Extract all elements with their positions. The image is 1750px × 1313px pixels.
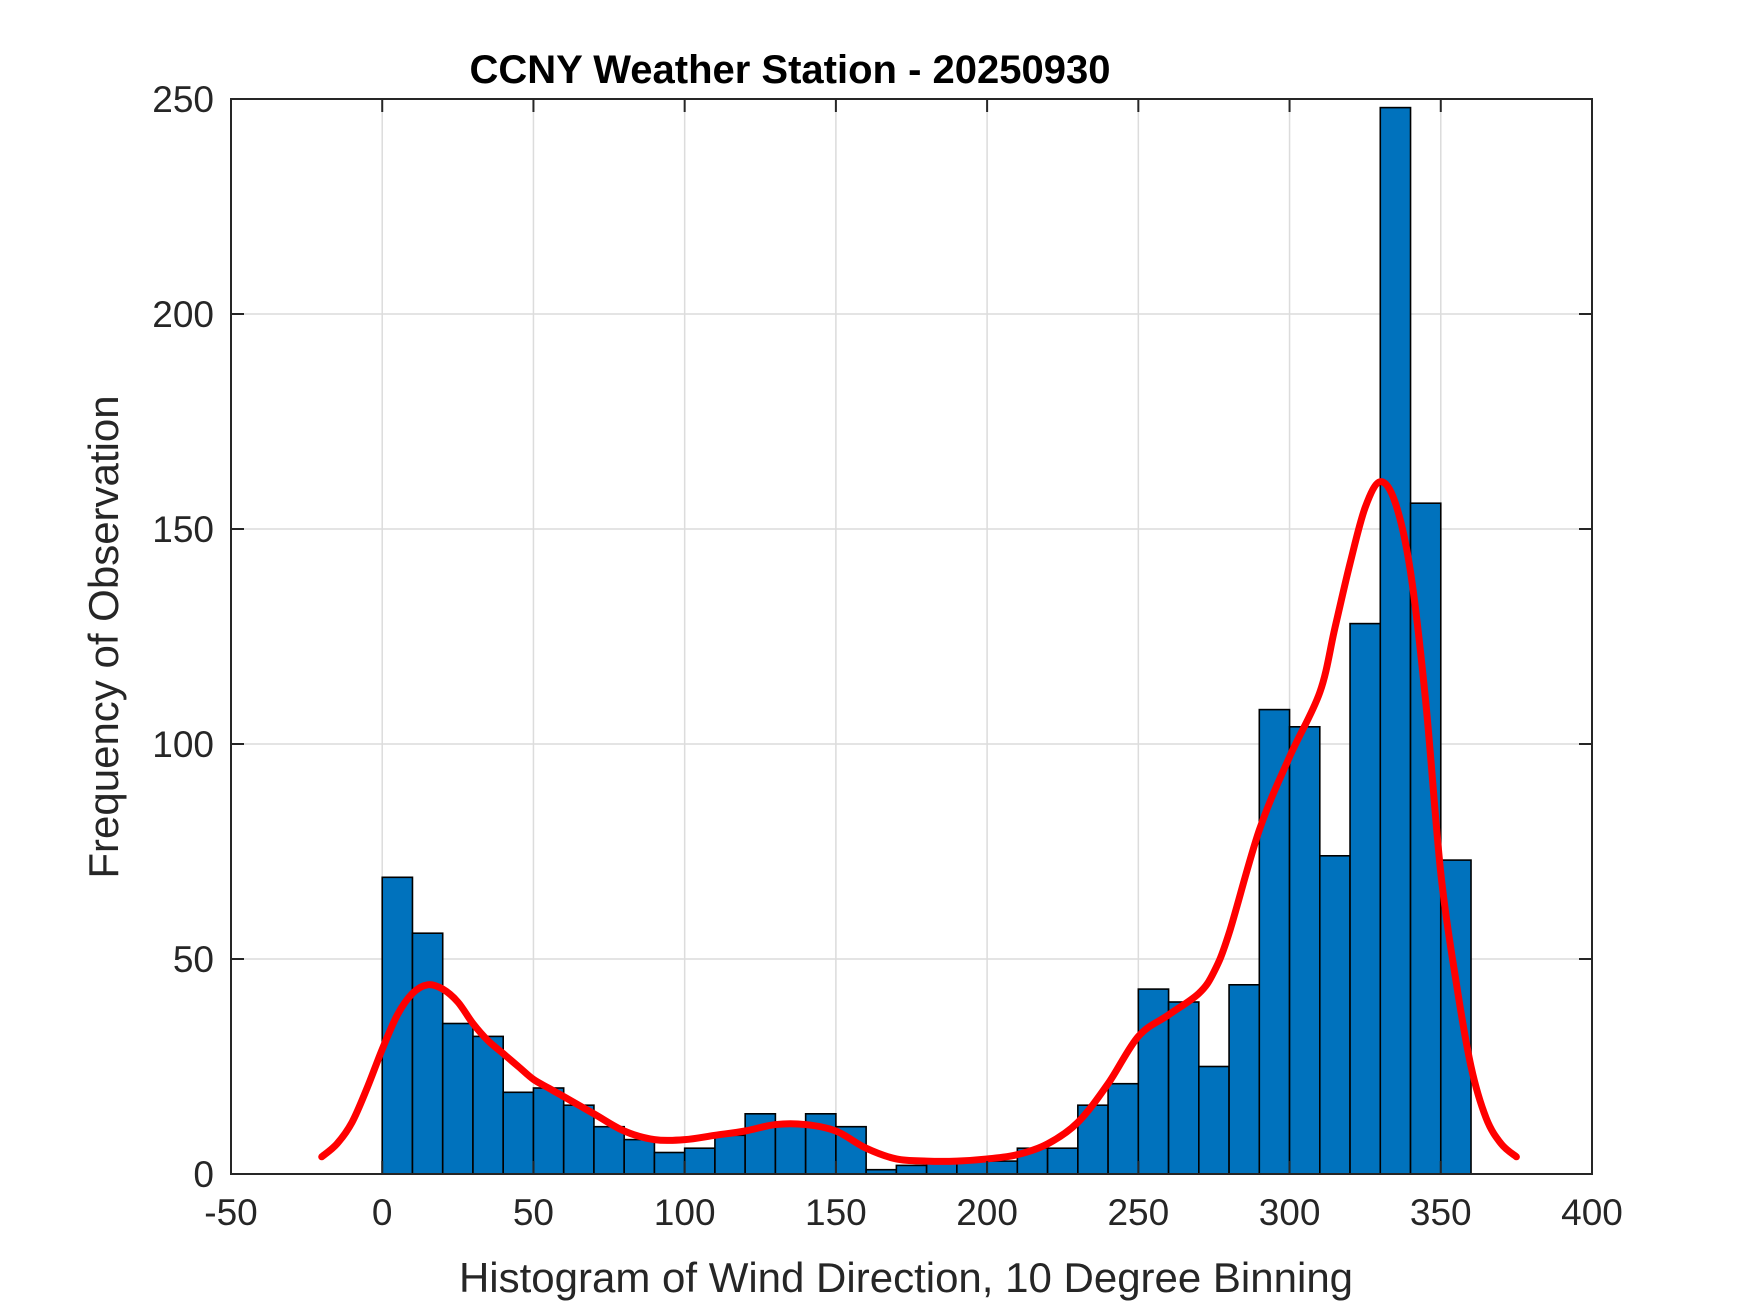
x-tick-label: 200 bbox=[956, 1192, 1018, 1233]
histogram-bar bbox=[774, 1121, 807, 1175]
histogram-bar bbox=[411, 932, 444, 1175]
histogram-bar bbox=[683, 1147, 716, 1175]
histogram-bar bbox=[1167, 1001, 1200, 1175]
histogram-bar bbox=[562, 1104, 595, 1175]
histogram-bar bbox=[1046, 1147, 1079, 1175]
histogram-bar bbox=[593, 1125, 625, 1175]
x-tick-label: 100 bbox=[654, 1192, 716, 1233]
x-tick-label: 350 bbox=[1410, 1192, 1472, 1233]
histogram-bar bbox=[532, 1087, 565, 1175]
histogram-bar bbox=[502, 1091, 535, 1175]
histogram-bar bbox=[1228, 983, 1261, 1175]
x-tick-label: 50 bbox=[513, 1192, 554, 1233]
histogram-bar bbox=[472, 1035, 505, 1175]
y-axis-label: Frequency of Observation bbox=[80, 395, 127, 878]
tick-labels: -50 0 50 100 150 200 250 300 350 4000501001502002… bbox=[152, 79, 1623, 1233]
x-tick-label: 150 bbox=[805, 1192, 867, 1233]
density-curve-layer bbox=[318, 478, 1520, 1165]
histogram-bar bbox=[895, 1164, 928, 1175]
histogram-bar bbox=[1258, 708, 1291, 1175]
histogram-bar bbox=[1319, 854, 1351, 1175]
x-tick-label: 300 bbox=[1259, 1192, 1321, 1233]
y-tick-label: 50 bbox=[173, 939, 214, 980]
y-tick-label: 0 bbox=[193, 1154, 214, 1195]
y-tick-label: 100 bbox=[152, 724, 214, 765]
y-tick-label: 150 bbox=[152, 509, 214, 550]
x-tick-label: 250 bbox=[1107, 1192, 1169, 1233]
histogram-bar bbox=[1107, 1082, 1140, 1175]
chart-title: CCNY Weather Station - 20250930 bbox=[470, 48, 1111, 92]
histogram-bar bbox=[1288, 725, 1321, 1175]
y-tick-label: 250 bbox=[152, 79, 214, 120]
histogram-bar bbox=[714, 1134, 746, 1175]
histogram-bar bbox=[1198, 1065, 1230, 1175]
density-curve-line bbox=[318, 478, 1520, 1165]
histogram-bar bbox=[653, 1151, 686, 1175]
histogram-bar bbox=[1379, 106, 1412, 1175]
x-tick-label: -50 bbox=[204, 1192, 257, 1233]
histogram-bar bbox=[1349, 622, 1382, 1175]
axes-frame bbox=[230, 98, 1593, 1175]
histogram-bar bbox=[381, 876, 414, 1175]
histogram-bar bbox=[986, 1160, 1019, 1175]
x-tick-label: 0 bbox=[372, 1192, 393, 1233]
x-axis-label: Histogram of Wind Direction, 10 Degree B… bbox=[459, 1254, 1353, 1301]
histogram-bars bbox=[381, 106, 1472, 1175]
x-tick-label: 400 bbox=[1561, 1192, 1623, 1233]
axes-box bbox=[230, 98, 1593, 1175]
y-tick-label: 200 bbox=[152, 294, 214, 335]
histogram-bar bbox=[441, 1022, 474, 1175]
histogram-bar bbox=[623, 1138, 656, 1175]
